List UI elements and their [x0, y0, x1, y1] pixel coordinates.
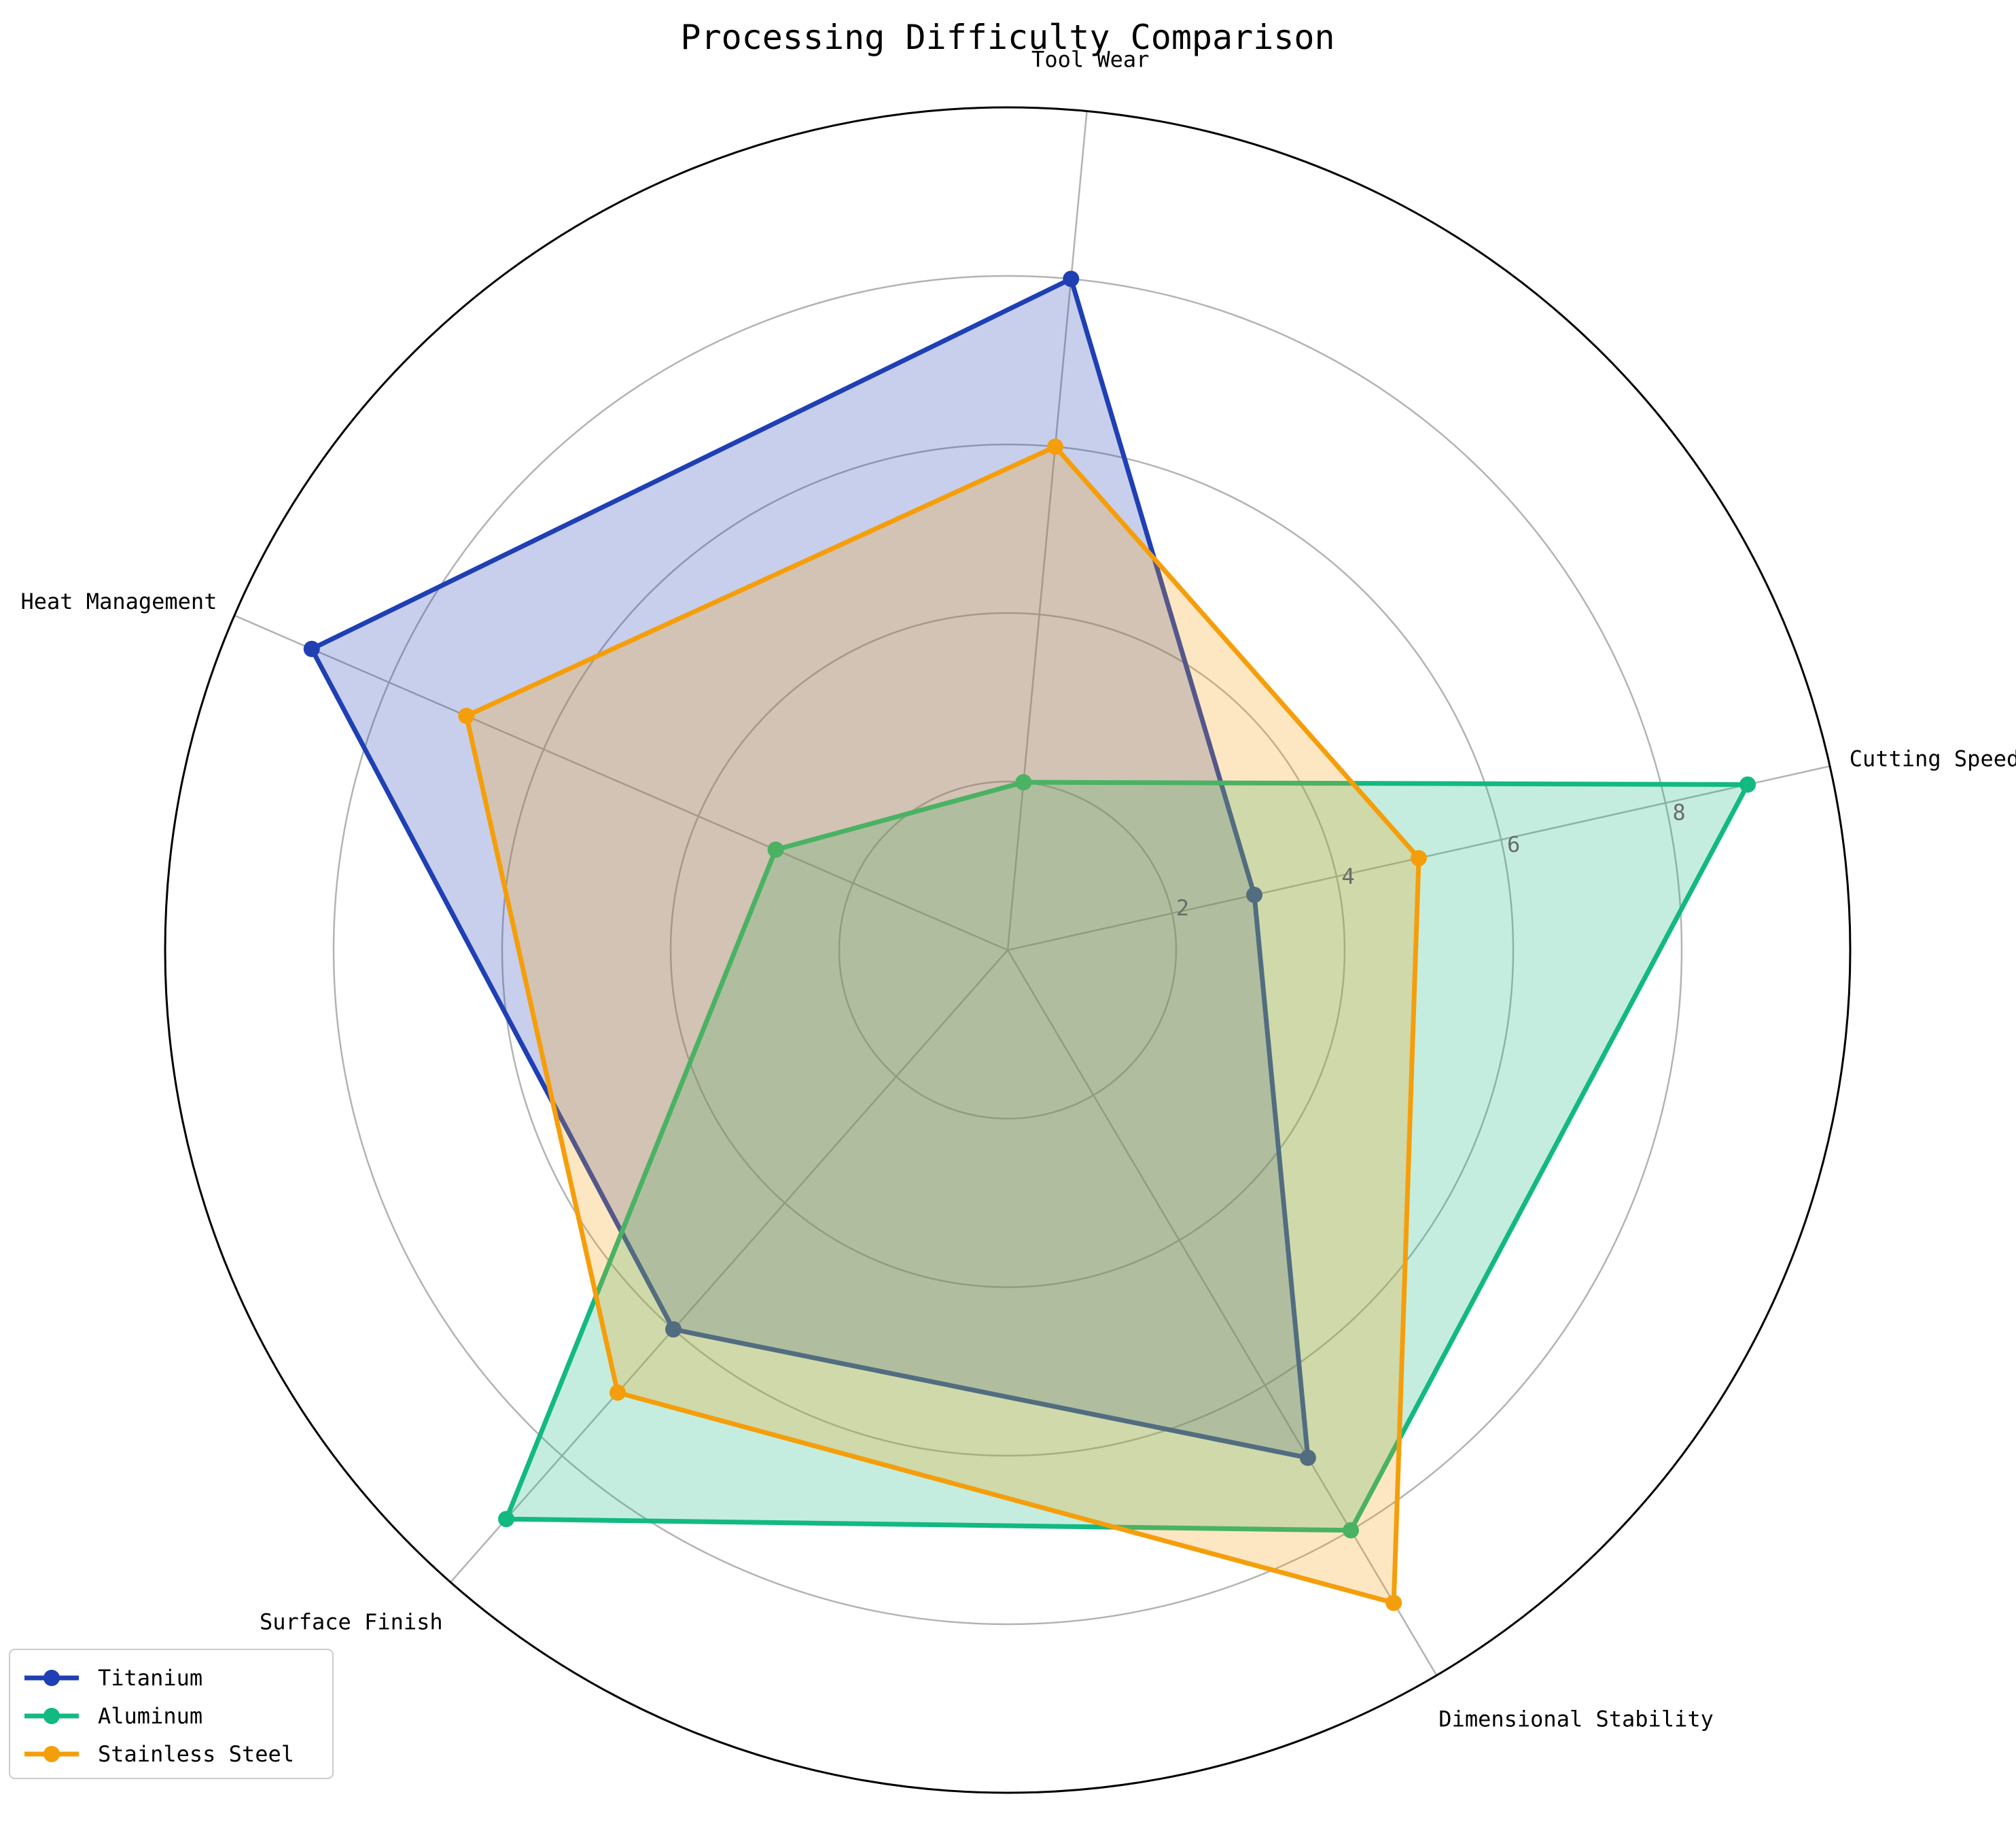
legend-item-1: Aluminum: [24, 1703, 202, 1729]
data-point-2-0: [1411, 849, 1428, 866]
series-fill-1: [506, 782, 1748, 1530]
data-point-1-3: [498, 1511, 515, 1528]
data-point-1-1: [1015, 774, 1032, 791]
series-line-1: [503, 779, 1750, 1533]
radial-gridline-4: [669, 612, 1346, 1289]
legend-label-1: Aluminum: [98, 1703, 202, 1729]
spoke-1: [1006, 111, 1088, 951]
radial-tick-label-8: 8: [1673, 800, 1686, 826]
data-point-2-1: [1046, 438, 1063, 455]
series-fill-2: [466, 446, 1419, 1603]
axis-label-4: Dimensional Stability: [1438, 1706, 1714, 1732]
data-point-1-0: [1739, 776, 1756, 793]
legend-label-2: Stainless Steel: [98, 1741, 294, 1767]
legend-box: [9, 1649, 334, 1779]
axis-label-0: Cutting Speed: [1850, 746, 2016, 771]
series-1: [498, 774, 1756, 1539]
legend-label-0: Titanium: [98, 1665, 202, 1691]
series-fill-0: [311, 279, 1308, 1458]
radar-labels: 2 4 6 8 Cutting Speed Tool Wear Heat Managemen…: [20, 47, 2016, 1732]
legend-marker-1: [43, 1708, 60, 1724]
radial-tick-label-2: 2: [1176, 895, 1189, 921]
data-point-2-4: [1385, 1594, 1402, 1611]
radial-tick-label-4: 4: [1341, 863, 1354, 889]
data-point-2-3: [609, 1384, 626, 1401]
series-2: [458, 438, 1428, 1611]
data-point-0-4: [1299, 1450, 1316, 1467]
data-point-0-0: [1246, 886, 1263, 903]
data-point-0-2: [303, 640, 320, 657]
spoke-3: [450, 949, 1008, 1583]
series-line-0: [309, 276, 1311, 1460]
legend: Titanium Aluminum Stainless Steel: [9, 1649, 334, 1779]
radial-gridline-6: [501, 443, 1515, 1457]
spoke-4: [1006, 949, 1438, 1676]
radial-gridline-2: [838, 780, 1178, 1120]
radar-grid: [164, 106, 1852, 1794]
chart-title: Processing Difficulty Comparison: [680, 18, 1334, 57]
data-point-0-3: [665, 1321, 682, 1338]
data-point-1-2: [767, 841, 784, 858]
legend-item-2: Stainless Steel: [24, 1741, 294, 1767]
axis-label-2: Heat Management: [20, 589, 217, 614]
radial-tick-label-6: 6: [1507, 831, 1520, 857]
legend-item-0: Titanium: [24, 1665, 202, 1691]
polar-frame: [164, 106, 1852, 1794]
radar-series-group: [303, 270, 1756, 1611]
radial-gridline-8: [332, 275, 1683, 1626]
axis-label-1: Tool Wear: [1031, 47, 1149, 73]
axis-label-3: Surface Finish: [260, 1609, 443, 1634]
series-0: [303, 270, 1316, 1467]
spoke-2: [234, 614, 1008, 951]
data-point-1-4: [1343, 1522, 1360, 1539]
data-point-0-1: [1063, 270, 1080, 287]
series-line-2: [463, 444, 1421, 1605]
data-point-2-2: [458, 707, 475, 724]
legend-marker-0: [43, 1670, 60, 1686]
legend-marker-2: [43, 1746, 60, 1762]
